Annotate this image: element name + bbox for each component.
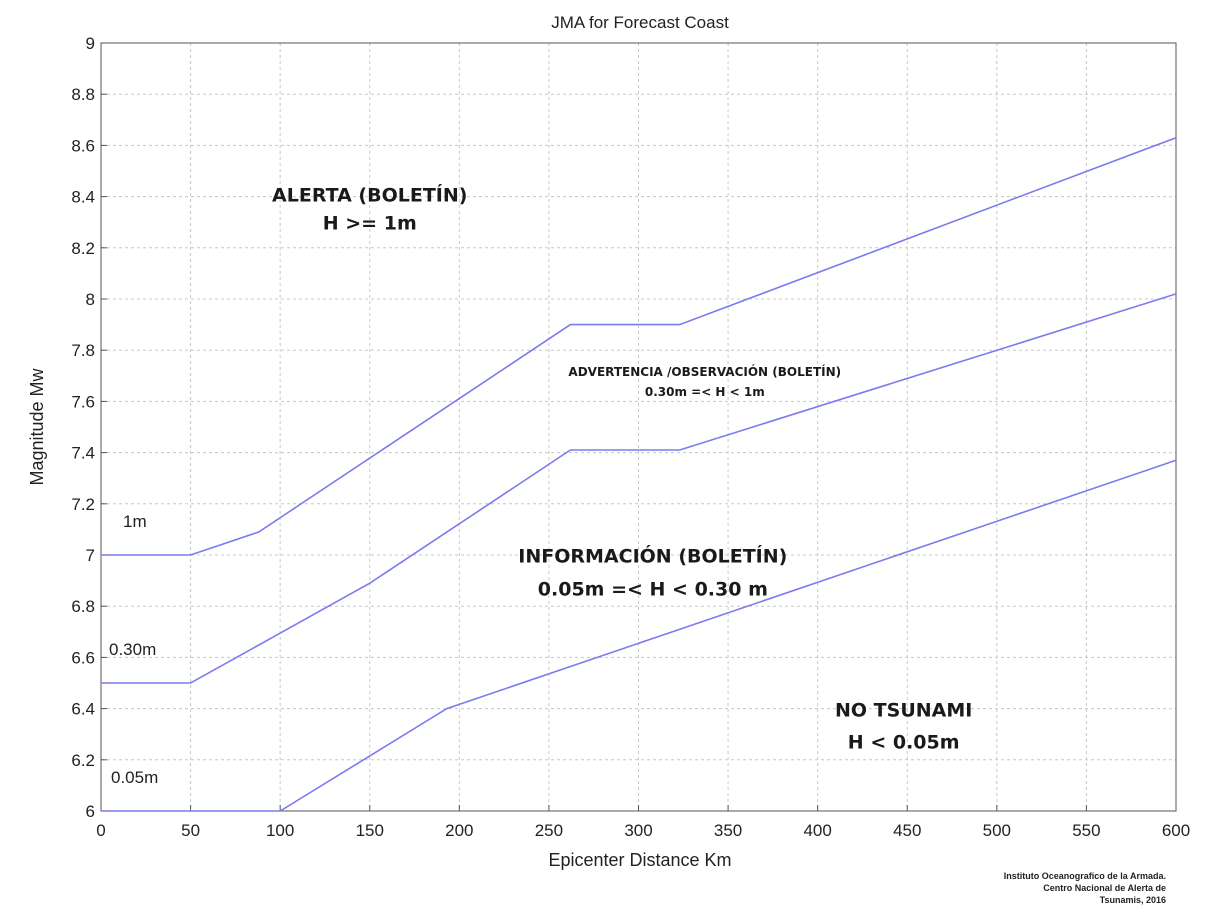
y-tick-label: 7.2 (71, 495, 95, 514)
y-tick-label: 8.6 (71, 136, 95, 155)
annotation-no-tsunami-line-1: H < 0.05m (848, 731, 960, 753)
chart-title: JMA for Forecast Coast (551, 13, 729, 32)
y-tick-label: 8.8 (71, 85, 95, 104)
x-tick-label: 350 (714, 821, 742, 840)
y-tick-label: 8 (86, 290, 95, 309)
axis-ticks: 0 50 100 150 200 250 300 350 400 450 500 550 600 6 6.2… (71, 34, 1190, 840)
credit-line-3: Tsunamis, 2016 (1100, 895, 1166, 905)
annotation-informacion-line-1: 0.05m =< H < 0.30 m (538, 579, 768, 601)
credit-line-2: Centro Nacional de Alerta de (1043, 883, 1166, 893)
x-tick-label: 50 (181, 821, 200, 840)
x-tick-label: 250 (535, 821, 563, 840)
x-tick-label: 550 (1072, 821, 1100, 840)
y-tick-label: 8.2 (71, 239, 95, 258)
y-tick-label: 7.6 (71, 392, 95, 411)
x-tick-label: 100 (266, 821, 294, 840)
series-label-1: 0.30m (109, 640, 156, 659)
credit: Instituto Oceanografico de la Armada. Ce… (1004, 871, 1166, 905)
y-tick-label: 6 (86, 802, 95, 821)
y-tick-label: 6.6 (71, 648, 95, 667)
x-tick-label: 300 (624, 821, 652, 840)
y-tick-label: 7 (86, 546, 95, 565)
x-tick-label: 150 (356, 821, 384, 840)
series-group: 1m 0.30m 0.05m (101, 136, 1177, 812)
y-tick-label: 8.4 (71, 188, 95, 207)
y-axis-label: Magnitude Mw (27, 367, 47, 485)
series-label-0: 1m (123, 512, 147, 531)
series-line-1 (101, 293, 1177, 684)
y-tick-label: 9 (86, 34, 95, 53)
annotation-alerta-line-0: ALERTA (BOLETÍN) (272, 184, 467, 207)
series-label-2: 0.05m (111, 768, 158, 787)
y-tick-label: 6.2 (71, 751, 95, 770)
x-tick-label: 450 (893, 821, 921, 840)
x-tick-label: 400 (803, 821, 831, 840)
y-tick-label: 7.4 (71, 444, 95, 463)
annotation-no-tsunami-line-0: NO TSUNAMI (835, 699, 972, 721)
y-tick-label: 7.8 (71, 341, 95, 360)
annotation-informacion-line-0: INFORMACIÓN (BOLETÍN) (518, 544, 787, 568)
series-line-0 (101, 136, 1177, 556)
x-tick-label: 500 (983, 821, 1011, 840)
y-tick-label: 6.8 (71, 597, 95, 616)
x-tick-label: 0 (96, 821, 105, 840)
credit-line-1: Instituto Oceanografico de la Armada. (1004, 871, 1166, 881)
annotation-advertencia-line-1: 0.30m =< H < 1m (645, 385, 765, 399)
y-tick-label: 6.4 (71, 700, 95, 719)
x-tick-label: 200 (445, 821, 473, 840)
x-tick-label: 600 (1162, 821, 1190, 840)
series-line-2 (101, 459, 1177, 812)
x-axis-label: Epicenter Distance Km (548, 850, 731, 870)
annotations: ALERTA (BOLETÍN) H >= 1m ADVERTENCIA /OBSE… (272, 184, 972, 754)
annotation-alerta-line-1: H >= 1m (323, 213, 417, 235)
annotation-advertencia-line-0: ADVERTENCIA /OBSERVACIÓN (BOLETÍN) (568, 364, 841, 379)
